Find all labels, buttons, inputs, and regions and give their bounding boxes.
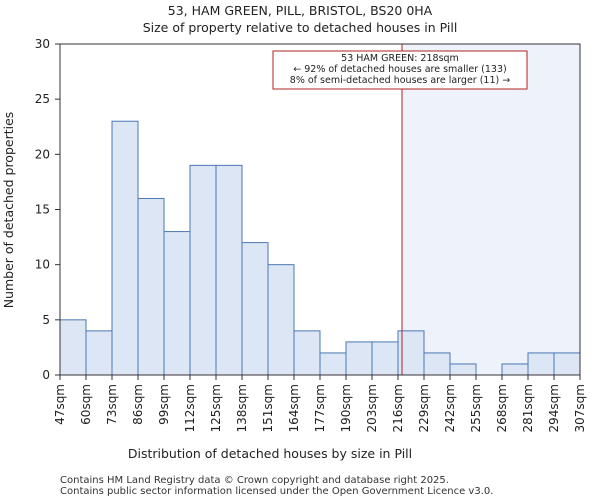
chart-subtitle: Size of property relative to detached ho… xyxy=(143,20,458,35)
bar-99sqm xyxy=(163,231,191,376)
y-tick-label-0: 0 xyxy=(42,368,50,382)
bars-layer xyxy=(59,120,581,376)
larger-region-highlight xyxy=(402,44,580,375)
x-tick-label-99sqm: 99sqm xyxy=(157,384,171,425)
y-tick-label-5: 5 xyxy=(42,313,50,327)
x-tick-label-307sqm: 307sqm xyxy=(573,384,587,432)
bar-177sqm xyxy=(319,352,347,376)
footer-line-2: Contains public sector information licen… xyxy=(60,486,493,497)
x-tick-label-268sqm: 268sqm xyxy=(495,384,509,432)
x-tick-label-255sqm: 255sqm xyxy=(469,384,483,432)
bar-151sqm xyxy=(267,264,295,376)
x-tick-label-229sqm: 229sqm xyxy=(417,384,431,432)
bar-281sqm xyxy=(527,352,555,376)
annotation-line-3: 8% of semi-detached houses are larger (1… xyxy=(290,75,510,86)
x-tick-label-47sqm: 47sqm xyxy=(53,384,67,425)
x-tick-label-138sqm: 138sqm xyxy=(235,384,249,432)
bar-47sqm xyxy=(59,319,87,376)
y-tick-label-30: 30 xyxy=(35,37,50,51)
chart-title: 53, HAM GREEN, PILL, BRISTOL, BS20 0HA xyxy=(168,3,433,18)
x-tick-label-60sqm: 60sqm xyxy=(79,384,93,425)
y-tick-label-10: 10 xyxy=(35,258,50,272)
x-tick-label-242sqm: 242sqm xyxy=(443,384,457,432)
bar-242sqm xyxy=(449,363,477,376)
x-tick-label-151sqm: 151sqm xyxy=(261,384,275,432)
x-tick-label-190sqm: 190sqm xyxy=(339,384,353,432)
bar-190sqm xyxy=(345,341,373,376)
bar-229sqm xyxy=(423,352,451,376)
bar-125sqm xyxy=(215,164,243,376)
x-axis-label: Distribution of detached houses by size … xyxy=(128,446,412,461)
x-tick-label-73sqm: 73sqm xyxy=(105,384,119,425)
bar-294sqm xyxy=(553,352,581,376)
x-tick-label-86sqm: 86sqm xyxy=(131,384,145,425)
x-tick-label-216sqm: 216sqm xyxy=(391,384,405,432)
bar-268sqm xyxy=(501,363,529,376)
y-axis: 0 5 10 15 20 25 30 xyxy=(35,37,60,382)
x-tick-label-203sqm: 203sqm xyxy=(365,384,379,432)
bar-112sqm xyxy=(189,164,217,376)
x-tick-label-164sqm: 164sqm xyxy=(287,384,301,432)
x-axis: 47sqm 60sqm 73sqm 86sqm 99sqm 112sqm 125sqm 138… xyxy=(53,375,587,432)
bar-138sqm xyxy=(241,242,269,376)
annotation-line-1: 53 HAM GREEN: 218sqm xyxy=(341,53,459,64)
x-tick-label-112sqm: 112sqm xyxy=(183,384,197,432)
bar-203sqm xyxy=(371,341,399,376)
x-tick-label-294sqm: 294sqm xyxy=(547,384,561,432)
bar-164sqm xyxy=(293,330,321,376)
y-tick-label-15: 15 xyxy=(35,203,50,217)
y-tick-label-25: 25 xyxy=(35,92,50,106)
highlight-layer xyxy=(402,44,580,375)
bar-60sqm xyxy=(85,330,113,376)
bar-86sqm xyxy=(137,197,165,376)
x-tick-label-281sqm: 281sqm xyxy=(521,384,535,432)
footer-line-1: Contains HM Land Registry data © Crown c… xyxy=(60,475,449,486)
annotation-box: 53 HAM GREEN: 218sqm ← 92% of detached h… xyxy=(272,50,528,90)
x-tick-label-125sqm: 125sqm xyxy=(209,384,223,432)
annotation-line-2: ← 92% of detached houses are smaller (13… xyxy=(293,64,506,75)
y-axis-label: Number of detached properties xyxy=(1,112,16,309)
x-tick-label-177sqm: 177sqm xyxy=(313,384,327,432)
y-tick-label-20: 20 xyxy=(35,147,50,161)
bar-73sqm xyxy=(111,120,139,376)
annotation-frame xyxy=(272,50,528,90)
